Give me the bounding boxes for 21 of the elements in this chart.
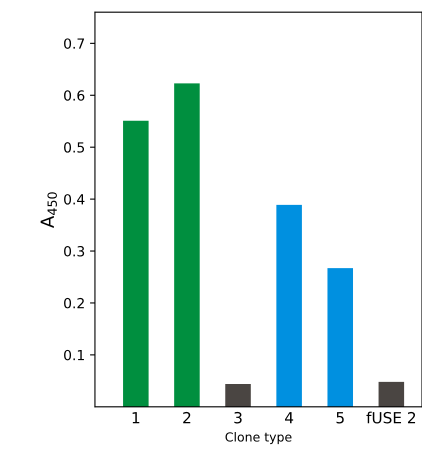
y-tick-label: 0.5: [64, 142, 84, 153]
x-axis-title: Clone type: [225, 432, 292, 444]
x-tick-label: fUSE 2: [366, 412, 416, 424]
bar: [174, 83, 200, 407]
y-tick-label: 0.3: [64, 246, 84, 257]
y-tick-label: 0.4: [64, 194, 84, 205]
x-tick-label: 2: [183, 412, 190, 424]
bar: [225, 384, 251, 407]
bar: [276, 204, 302, 407]
bar: [378, 382, 404, 407]
y-axis-title: A$_{450}$: [40, 192, 57, 228]
y-tick-label: 0.1: [64, 350, 84, 360]
x-tick-label: 3: [234, 412, 242, 424]
bar: [123, 120, 149, 407]
bar: [327, 268, 354, 407]
x-tick-label: 1: [132, 412, 140, 424]
x-tick-label: 4: [285, 412, 294, 424]
y-tick-label: 0.6: [64, 90, 84, 101]
x-tick-label: 5: [336, 412, 344, 424]
y-tick-label: 0.2: [64, 298, 84, 308]
y-tick-label: 0.7: [64, 38, 84, 49]
